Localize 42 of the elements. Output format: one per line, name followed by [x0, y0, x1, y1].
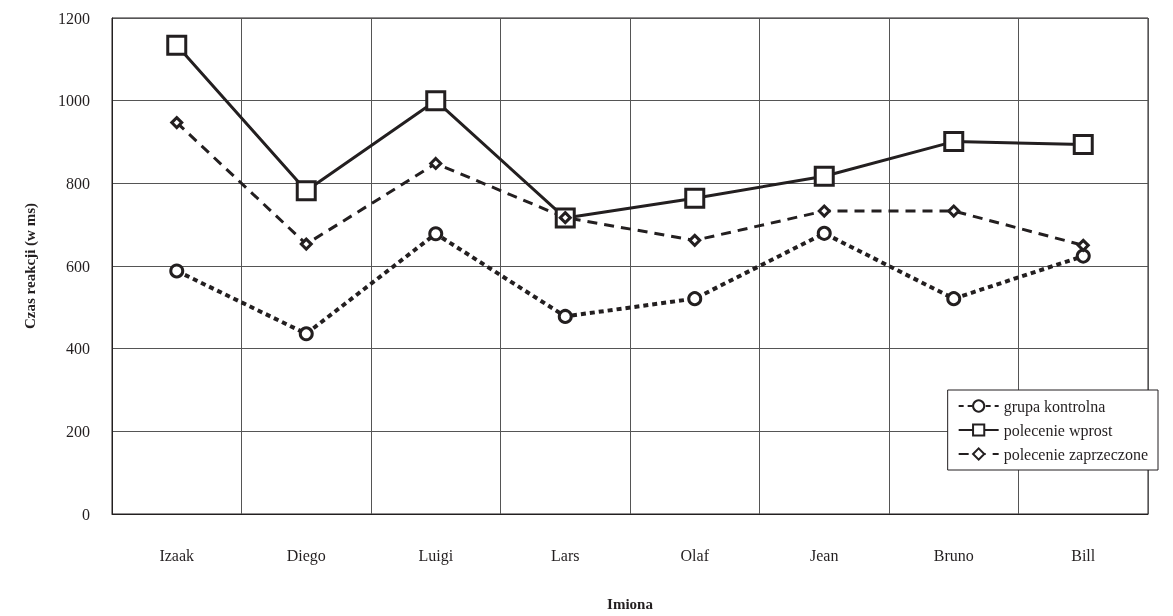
point	[684, 187, 706, 209]
x-axis-title: Imiona	[607, 595, 654, 612]
x-tick-label: Lars	[551, 546, 580, 564]
point	[425, 90, 447, 112]
point	[170, 116, 184, 130]
point	[1075, 248, 1091, 264]
y-tick-label: 1000	[58, 92, 90, 110]
y-tick-label: 400	[66, 340, 90, 358]
legend-label: polecenie zaprzeczone	[1003, 445, 1149, 464]
x-tick-label: Jean	[810, 546, 839, 564]
x-tick-label: Diego	[286, 546, 326, 565]
point	[946, 291, 962, 307]
point	[687, 291, 703, 307]
point	[813, 165, 835, 187]
x-tick-label: Bruno	[933, 546, 974, 564]
point	[947, 204, 961, 218]
y-tick-label: 200	[66, 422, 90, 440]
x-tick-label: Luigi	[418, 546, 454, 565]
y-axis-title: Czas reakcji (w ms)	[21, 203, 39, 329]
point	[1076, 238, 1090, 252]
point	[295, 180, 317, 202]
point	[299, 237, 313, 251]
legend-label: grupa kontrolna	[1003, 397, 1106, 416]
point	[816, 225, 832, 241]
point	[166, 34, 188, 56]
point	[429, 156, 443, 170]
legend-label: polecenie wprost	[1003, 421, 1114, 440]
y-tick-label: 1200	[58, 9, 90, 27]
x-tick-label: Olaf	[680, 546, 710, 564]
x-tick-label: Izaak	[159, 546, 195, 564]
y-tick-label: 800	[66, 174, 90, 192]
point	[298, 326, 314, 342]
y-tick-label: 600	[66, 257, 90, 275]
x-tick-label: Bill	[1071, 546, 1096, 564]
y-tick-label: 0	[82, 505, 90, 523]
point	[428, 226, 444, 242]
point	[169, 263, 185, 279]
point	[943, 131, 965, 153]
point	[557, 308, 573, 324]
point	[688, 233, 702, 247]
point	[1072, 133, 1094, 155]
point	[817, 204, 831, 218]
